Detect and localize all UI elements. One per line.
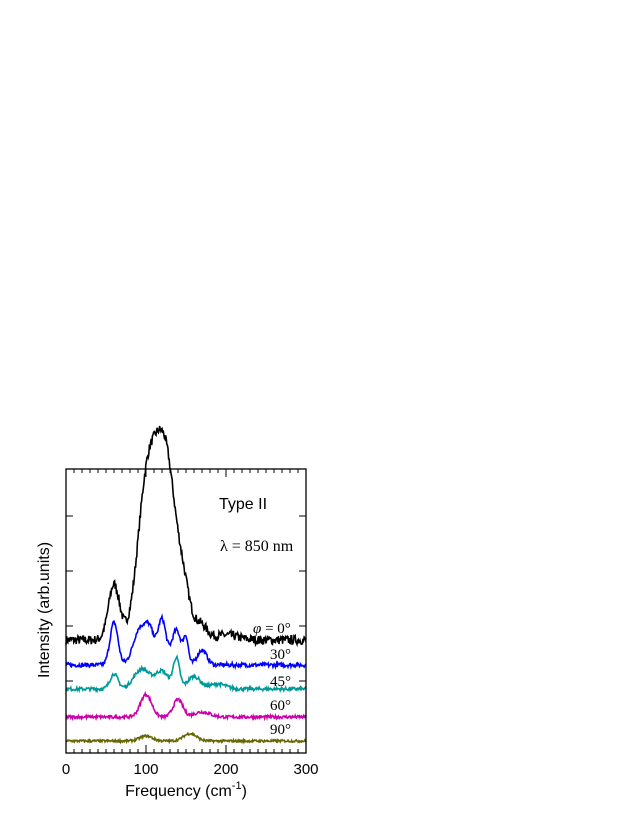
series-line <box>65 425 307 648</box>
series-label: 45° <box>270 674 291 690</box>
series-label: φ = 0° <box>253 621 291 637</box>
series-label: 30° <box>270 647 291 663</box>
spectra-traces <box>65 425 307 745</box>
series-line <box>65 731 307 745</box>
x-axis-label-main: Frequency (cm <box>125 783 232 800</box>
series-line <box>65 613 307 671</box>
series-name: = 0° <box>261 621 290 637</box>
series-label: 60° <box>270 698 291 714</box>
series-line <box>65 690 307 722</box>
x-axis-label: Frequency (cm-1) <box>125 780 247 800</box>
series-labels: φ = 0° 30° 45° 60° 90° <box>253 621 291 738</box>
x-tick-label: 0 <box>62 761 70 778</box>
type-label: Type II <box>219 496 267 513</box>
axis-ticks <box>65 469 307 753</box>
x-tick-label: 100 <box>133 761 158 778</box>
x-tick-label: 200 <box>213 761 238 778</box>
series-label: 90° <box>270 722 291 738</box>
x-axis-label-close: ) <box>242 783 247 800</box>
x-axis-label-superscript: -1 <box>232 780 242 792</box>
wavelength-label: λ = 850 nm <box>220 538 294 555</box>
phi-symbol: φ <box>253 621 261 637</box>
series-line <box>65 654 307 694</box>
y-axis-label: Intensity (arb.units) <box>36 542 53 678</box>
x-tick-labels: 0 100 200 300 <box>62 761 319 778</box>
x-tick-label: 300 <box>293 761 318 778</box>
